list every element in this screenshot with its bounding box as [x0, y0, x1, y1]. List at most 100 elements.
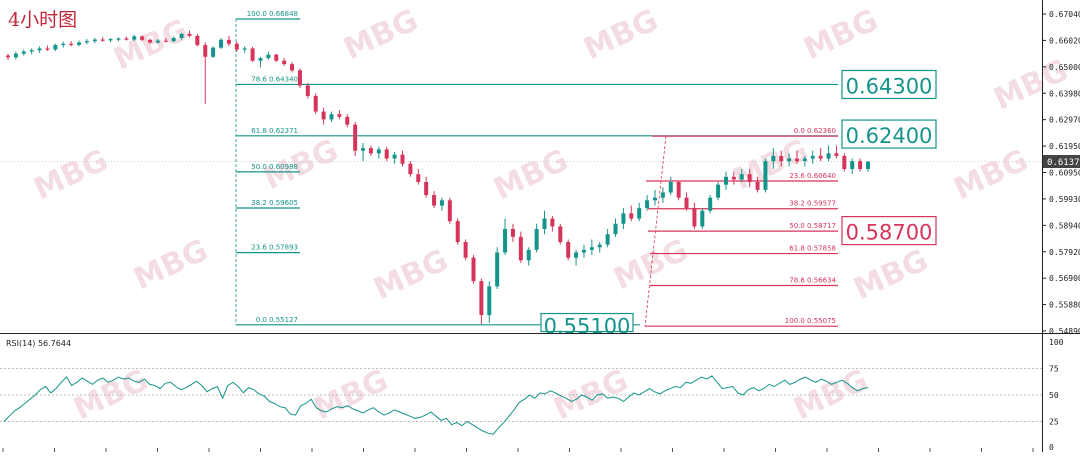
- candle: [487, 281, 492, 323]
- candle: [37, 46, 42, 53]
- candle: [329, 111, 334, 123]
- rsi-tick-label: 25: [1049, 418, 1059, 427]
- candle: [463, 239, 468, 261]
- candle: [660, 187, 665, 203]
- candle: [77, 40, 82, 47]
- candle: [108, 38, 113, 43]
- price-tick-label: 0.56900: [1049, 274, 1080, 283]
- price-tick-label: 0.61950: [1049, 142, 1080, 151]
- level-box-value: 0.64300: [846, 74, 933, 98]
- candle: [266, 51, 271, 60]
- candle: [826, 145, 831, 162]
- price-tick-label: 0.55880: [1049, 301, 1080, 310]
- candle: [794, 150, 799, 164]
- candle: [858, 158, 863, 172]
- candle: [747, 168, 752, 188]
- level-box: 0.62400: [841, 119, 937, 149]
- candle: [534, 223, 539, 253]
- candle: [53, 43, 58, 52]
- time-axis: [2, 448, 1034, 452]
- candle: [195, 33, 200, 47]
- candle: [250, 46, 255, 63]
- candle: [652, 189, 657, 206]
- fib-left-label: 38.2 0.59605: [251, 199, 298, 207]
- fib-right-label: 78.6 0.56634: [789, 276, 836, 284]
- candle: [802, 155, 807, 167]
- candle: [242, 46, 247, 53]
- candle: [424, 176, 429, 198]
- candle: [739, 168, 744, 183]
- rsi-axis: 100 75 50 25 0: [1049, 338, 1064, 452]
- candle: [723, 171, 728, 190]
- rsi-tick-label: 0: [1049, 443, 1054, 452]
- fibonacci-retracements[interactable]: 100.0 0.66848 78.6 0.64340 61.8 0.62371 50.…: [235, 10, 838, 327]
- candle: [219, 38, 224, 49]
- candle: [305, 82, 310, 99]
- candle: [558, 223, 563, 245]
- rsi-tick-label: 50: [1049, 391, 1059, 400]
- candle: [155, 39, 160, 44]
- candle: [613, 218, 618, 237]
- candle: [313, 93, 318, 115]
- candle: [400, 150, 405, 167]
- candle: [455, 218, 460, 245]
- key-level-boxes: 0.64300 0.62400 0.58700 0.55100: [540, 69, 937, 339]
- candle: [258, 56, 263, 68]
- candle: [321, 107, 326, 125]
- candle: [13, 51, 18, 60]
- candle: [676, 180, 681, 201]
- candle: [203, 42, 208, 104]
- candle: [282, 58, 287, 66]
- price-tick-label: 0.62970: [1049, 116, 1080, 125]
- candle: [503, 218, 508, 256]
- price-tick-label: 0.57920: [1049, 248, 1080, 257]
- price-tick-label: 0.58940: [1049, 221, 1080, 230]
- candle: [810, 150, 815, 164]
- candle: [589, 239, 594, 256]
- current-price-label: 0.61379: [1047, 158, 1080, 168]
- candle: [439, 197, 444, 211]
- candle: [21, 49, 26, 56]
- candle: [226, 35, 231, 47]
- candle: [731, 171, 736, 185]
- candle: [495, 247, 500, 289]
- candle: [100, 37, 105, 42]
- level-box-value: 0.55100: [544, 315, 631, 339]
- fib-right-label: 61.8 0.57858: [789, 245, 836, 253]
- candle: [384, 146, 389, 162]
- candle: [353, 122, 358, 156]
- candle: [668, 176, 673, 196]
- candle: [290, 62, 295, 73]
- candle: [566, 239, 571, 261]
- candle: [274, 53, 279, 63]
- candle: [408, 161, 413, 177]
- candle: [763, 158, 768, 193]
- candle: [345, 114, 350, 128]
- candle: [850, 158, 855, 175]
- candle: [692, 202, 697, 229]
- candle: [179, 32, 184, 40]
- candle: [447, 197, 452, 224]
- candle: [834, 145, 839, 159]
- candle: [234, 41, 239, 52]
- price-tick-label: 0.63980: [1049, 89, 1080, 98]
- price-chart-pane[interactable]: 100.0 0.66848 78.6 0.64340 61.8 0.62371 50.…: [0, 9, 1042, 339]
- rsi-tick-label: 100: [1049, 338, 1064, 347]
- candle: [6, 53, 10, 60]
- candle: [526, 247, 531, 266]
- rsi-indicator-pane[interactable]: RSI(14) 56.7644 100 75 50 25 0: [0, 338, 1064, 452]
- rsi-level-lines: [0, 368, 1042, 422]
- candle: [818, 148, 823, 162]
- candle: [45, 45, 50, 52]
- fib-left-label: 78.6 0.64340: [251, 75, 298, 83]
- fib-right-label: 100.0 0.55075: [785, 317, 836, 325]
- price-tick-label: 0.67040: [1049, 10, 1080, 19]
- candle: [29, 48, 34, 55]
- candle: [510, 223, 515, 243]
- level-box-value: 0.58700: [846, 221, 933, 245]
- candle: [471, 255, 476, 284]
- candle: [581, 244, 586, 258]
- candle: [708, 195, 713, 214]
